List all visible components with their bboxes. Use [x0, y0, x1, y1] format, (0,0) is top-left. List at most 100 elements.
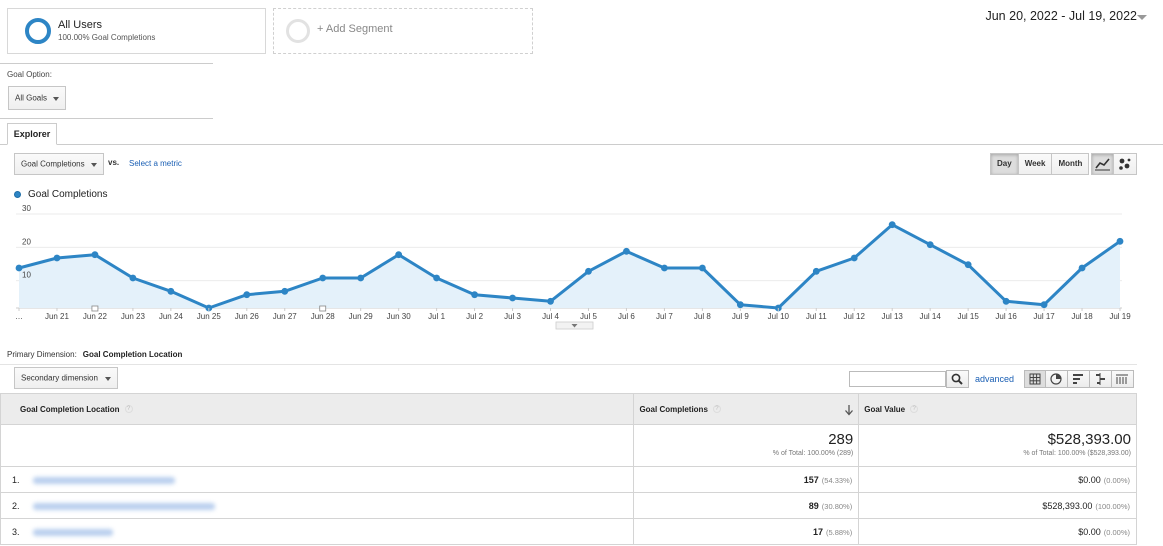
row-goal-completions-pct: (30.80%): [821, 501, 853, 511]
data-point[interactable]: [15, 264, 23, 272]
data-point[interactable]: [243, 291, 251, 299]
data-point[interactable]: [1078, 264, 1086, 272]
chevron-down-icon: [53, 97, 59, 101]
redacted-location[interactable]: [33, 476, 175, 484]
redacted-location[interactable]: [33, 528, 113, 536]
row-goal-value: $528,393.00: [1042, 500, 1093, 511]
annotation-marker-icon[interactable]: [319, 305, 327, 312]
data-point[interactable]: [698, 264, 706, 272]
granularity-day-button[interactable]: Day: [990, 153, 1019, 175]
motion-chart-button[interactable]: [1114, 153, 1137, 175]
advanced-filter-link[interactable]: advanced: [975, 374, 1015, 384]
primary-dimension-label: Primary Dimension:: [7, 350, 77, 359]
data-point[interactable]: [53, 254, 61, 262]
chart-area-fill: [19, 224, 1120, 308]
data-point[interactable]: [471, 291, 478, 299]
column-header-location[interactable]: Goal Completion Location?: [0, 393, 635, 425]
comparison-view-button[interactable]: [1090, 370, 1112, 388]
pivot-view-button[interactable]: [1112, 370, 1134, 388]
segment-all-users[interactable]: All Users 100.00% Goal Completions: [7, 8, 266, 54]
tab-explorer[interactable]: Explorer: [7, 123, 57, 145]
primary-dimension: Primary Dimension: Goal Completion Locati…: [7, 350, 182, 359]
data-point[interactable]: [585, 267, 592, 275]
row-goal-value-pct: (0.00%): [1103, 527, 1130, 537]
x-tick-label: …: [15, 312, 23, 321]
table-search-input[interactable]: [849, 371, 946, 387]
location-cell: 2.: [0, 492, 635, 519]
data-point[interactable]: [736, 301, 744, 309]
y-tick-label: 30: [22, 204, 31, 213]
row-index: 1.: [12, 474, 20, 485]
chevron-down-icon: [105, 377, 111, 381]
location-cell: 3.: [0, 518, 635, 545]
goal-option-value: All Goals: [15, 93, 48, 103]
sort-descending-icon[interactable]: [844, 404, 854, 416]
goal-option-select[interactable]: All Goals: [8, 86, 66, 110]
date-range-picker[interactable]: Jun 20, 2022 - Jul 19, 2022: [985, 9, 1137, 23]
data-point[interactable]: [926, 241, 934, 249]
metric-select[interactable]: Goal Completions: [14, 153, 104, 175]
data-point[interactable]: [812, 267, 820, 275]
data-point[interactable]: [281, 287, 289, 295]
line-chart-button[interactable]: [1091, 153, 1114, 175]
performance-view-button[interactable]: [1068, 370, 1090, 388]
help-icon[interactable]: ?: [910, 405, 919, 414]
column-header-goal-value[interactable]: Goal Value?: [858, 393, 1137, 425]
x-tick-label: Jul 19: [1109, 312, 1131, 321]
bar-chart-icon: [1073, 374, 1083, 384]
totals-goal-completions: 289 % of Total: 100.00% (289): [633, 424, 860, 467]
redacted-location[interactable]: [33, 502, 215, 510]
x-tick-label: Jul 1: [428, 312, 445, 321]
data-point[interactable]: [888, 221, 896, 229]
row-goal-value-pct: (100.00%): [1095, 501, 1130, 511]
data-point[interactable]: [319, 274, 327, 282]
data-point[interactable]: [395, 251, 403, 259]
search-button[interactable]: [946, 370, 969, 388]
chevron-down-icon[interactable]: [1137, 15, 1147, 20]
annotation-marker-icon[interactable]: [91, 305, 99, 312]
data-point[interactable]: [167, 287, 175, 295]
data-point[interactable]: [357, 274, 365, 282]
help-icon[interactable]: ?: [712, 405, 721, 414]
column-header-goal-completions[interactable]: Goal Completions?: [633, 393, 860, 425]
primary-dimension-value[interactable]: Goal Completion Location: [82, 350, 183, 359]
x-tick-label: Jun 25: [197, 312, 222, 321]
goal-completions-cell: 157 (54.33%): [633, 466, 860, 493]
data-point[interactable]: [661, 264, 668, 272]
segment-ring-icon: [25, 18, 51, 44]
data-point[interactable]: [129, 274, 137, 282]
granularity-toggle: Day Week Month: [990, 153, 1090, 175]
data-point[interactable]: [964, 261, 972, 269]
goal-value-cell: $0.00 (0.00%): [858, 466, 1137, 493]
granularity-month-button[interactable]: Month: [1052, 153, 1090, 175]
data-point[interactable]: [623, 247, 630, 255]
motion-chart-icon: [1119, 158, 1131, 170]
data-table-view-button[interactable]: [1024, 370, 1046, 388]
y-tick-label: 10: [22, 271, 31, 280]
goal-value-cell: $528,393.00 (100.00%): [858, 492, 1137, 519]
data-point[interactable]: [1040, 301, 1048, 309]
x-tick-label: Jun 22: [83, 312, 108, 321]
totals-row: 289 % of Total: 100.00% (289) $528,393.0…: [0, 424, 1137, 467]
totals-label-cell: [0, 424, 635, 467]
row-goal-completions: 157: [803, 474, 819, 485]
pie-view-button[interactable]: [1046, 370, 1068, 388]
data-point[interactable]: [91, 251, 99, 259]
chart-series-line: [18, 223, 1121, 310]
granularity-week-button[interactable]: Week: [1018, 153, 1053, 175]
goal-option-label: Goal Option:: [7, 70, 52, 79]
select-metric-link[interactable]: Select a metric: [129, 159, 182, 168]
column-header-label: Goal Completions: [639, 404, 708, 414]
data-point[interactable]: [850, 254, 858, 262]
help-icon[interactable]: ?: [124, 405, 133, 414]
data-point[interactable]: [1002, 297, 1010, 305]
secondary-dimension-select[interactable]: Secondary dimension: [14, 367, 118, 389]
x-tick-label: Jul 15: [957, 312, 979, 321]
data-point[interactable]: [433, 274, 441, 282]
divider: [0, 63, 213, 64]
data-point[interactable]: [509, 294, 516, 302]
data-point[interactable]: [1116, 237, 1124, 245]
data-point[interactable]: [547, 297, 554, 305]
add-segment-button[interactable]: + Add Segment: [273, 8, 533, 54]
table-grid-icon: [1029, 373, 1041, 385]
